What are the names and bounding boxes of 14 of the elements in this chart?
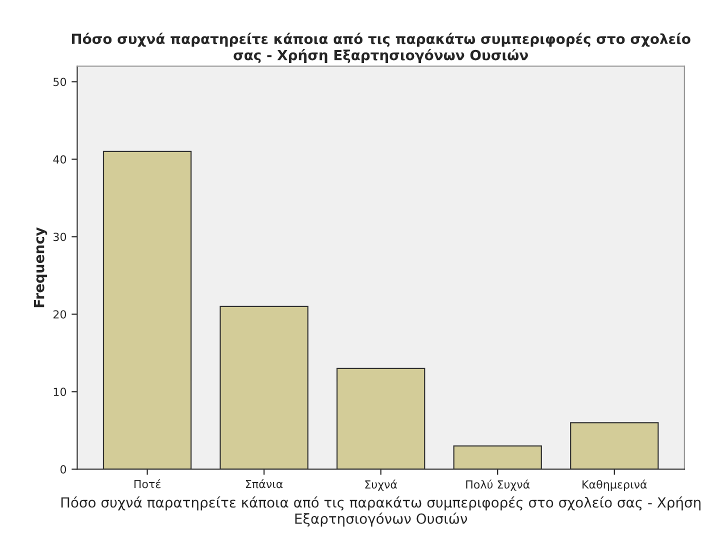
y-tick-label: 50 — [54, 78, 66, 86]
y-axis-title: Frequency — [34, 227, 48, 308]
x-axis-title: Πόσο συχνά παρατηρείτε κάποια από τις παρακάτω συμπεριφορές στο σχολείο σας - Χρήση Εξαρτησιογόνων Ουσιών — [61, 496, 700, 527]
y-tick-label: 40 — [53, 155, 66, 164]
x-tick-label: Συχνά — [365, 480, 398, 491]
x-tick-label: Πολύ Συχνά — [466, 480, 530, 491]
y-tick-label: 20 — [53, 310, 66, 319]
y-tick-label: 0 — [60, 465, 66, 474]
y-tick-label: 10 — [54, 388, 66, 396]
chart-title: Πόσο συχνά παρατηρείτε κάποια από τις παρακάτω συμπεριφορές στο σχολείο σας - Χρήση Εξαρτησιογόνων Ουσιών — [72, 32, 690, 64]
x-tick-label: Σπάνια — [246, 479, 283, 488]
x-tick-label: Καθημερινά — [582, 480, 647, 491]
y-tick-label: 30 — [54, 232, 66, 242]
x-tick-label: Ποτέ — [134, 479, 160, 488]
